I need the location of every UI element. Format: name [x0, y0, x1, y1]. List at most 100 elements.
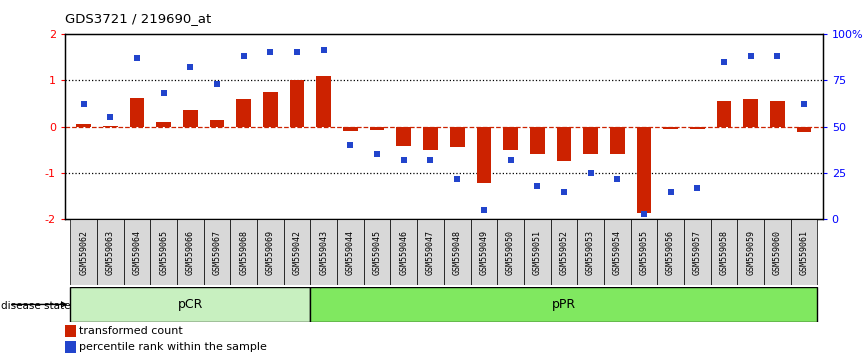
Point	[611, 176, 624, 182]
Bar	[290, 80, 305, 127]
Text: GSM559061: GSM559061	[799, 230, 809, 275]
Text: GSM559050: GSM559050	[506, 230, 515, 275]
Text: GSM559068: GSM559068	[239, 230, 249, 275]
Point	[263, 50, 277, 55]
Bar	[690, 127, 705, 129]
Bar	[497, 219, 524, 285]
Text: GSM559062: GSM559062	[79, 230, 88, 275]
Bar	[210, 120, 224, 127]
Bar	[684, 219, 711, 285]
Text: GSM559066: GSM559066	[186, 230, 195, 275]
Bar	[764, 219, 791, 285]
Bar	[711, 219, 737, 285]
Bar	[370, 127, 385, 130]
Bar	[397, 127, 411, 146]
Bar	[76, 124, 91, 127]
Bar	[443, 219, 470, 285]
Bar	[423, 127, 438, 150]
Point	[557, 189, 571, 194]
Bar	[130, 98, 145, 127]
Point	[530, 183, 544, 189]
Bar	[151, 219, 177, 285]
Bar	[717, 101, 731, 127]
Text: GDS3721 / 219690_at: GDS3721 / 219690_at	[65, 12, 211, 25]
Bar	[364, 219, 391, 285]
Point	[584, 170, 598, 176]
Text: GSM559058: GSM559058	[720, 230, 728, 275]
Bar	[257, 219, 284, 285]
Text: GSM559054: GSM559054	[613, 230, 622, 275]
Bar	[391, 219, 417, 285]
Point	[504, 157, 518, 163]
Point	[663, 189, 677, 194]
Bar	[743, 99, 758, 127]
Text: GSM559060: GSM559060	[772, 230, 782, 275]
Bar	[663, 127, 678, 129]
Bar	[530, 127, 545, 154]
Bar	[230, 219, 257, 285]
Bar	[337, 219, 364, 285]
Text: GSM559049: GSM559049	[480, 230, 488, 275]
Bar	[791, 219, 818, 285]
Point	[397, 157, 410, 163]
Text: GSM559052: GSM559052	[559, 230, 568, 275]
Point	[344, 142, 358, 148]
Bar	[343, 127, 358, 131]
Bar	[65, 325, 76, 337]
Point	[690, 185, 704, 191]
Bar	[204, 219, 230, 285]
Point	[450, 176, 464, 182]
Point	[77, 102, 91, 107]
Bar	[177, 219, 204, 285]
Bar	[657, 219, 684, 285]
Bar	[316, 76, 331, 127]
Text: transformed count: transformed count	[79, 326, 183, 336]
Bar	[583, 127, 598, 154]
Bar	[470, 219, 497, 285]
Bar	[236, 99, 251, 127]
Bar	[604, 219, 630, 285]
Bar	[797, 127, 811, 132]
Text: GSM559065: GSM559065	[159, 230, 168, 275]
Text: GSM559059: GSM559059	[746, 230, 755, 275]
Point	[423, 157, 437, 163]
Bar	[284, 219, 310, 285]
Text: percentile rank within the sample: percentile rank within the sample	[79, 342, 267, 352]
Text: GSM559044: GSM559044	[346, 230, 355, 275]
Bar	[65, 341, 76, 353]
Bar	[737, 219, 764, 285]
Bar	[97, 219, 124, 285]
Text: GSM559056: GSM559056	[666, 230, 675, 275]
Point	[290, 50, 304, 55]
Text: GSM559048: GSM559048	[453, 230, 462, 275]
Point	[797, 102, 811, 107]
Text: GSM559057: GSM559057	[693, 230, 701, 275]
Bar	[476, 127, 491, 183]
Text: GSM559046: GSM559046	[399, 230, 408, 275]
Text: GSM559043: GSM559043	[320, 230, 328, 275]
Bar	[157, 122, 171, 127]
Bar	[524, 219, 551, 285]
Point	[477, 207, 491, 213]
Point	[744, 53, 758, 59]
Bar	[263, 92, 278, 127]
Text: GSM559064: GSM559064	[132, 230, 141, 275]
Bar	[770, 101, 785, 127]
Text: GSM559047: GSM559047	[426, 230, 435, 275]
Text: GSM559055: GSM559055	[639, 230, 649, 275]
Bar	[310, 219, 337, 285]
Bar	[70, 219, 97, 285]
Bar	[630, 219, 657, 285]
Bar	[578, 219, 604, 285]
Text: disease state: disease state	[1, 301, 70, 311]
Bar	[417, 219, 443, 285]
Bar	[70, 287, 310, 322]
Point	[157, 90, 171, 96]
Text: GSM559051: GSM559051	[533, 230, 542, 275]
Text: pPR: pPR	[552, 298, 576, 311]
Text: pCR: pCR	[178, 298, 203, 311]
Bar	[183, 110, 197, 127]
Text: GSM559042: GSM559042	[293, 230, 301, 275]
Point	[317, 47, 331, 53]
Point	[717, 59, 731, 64]
